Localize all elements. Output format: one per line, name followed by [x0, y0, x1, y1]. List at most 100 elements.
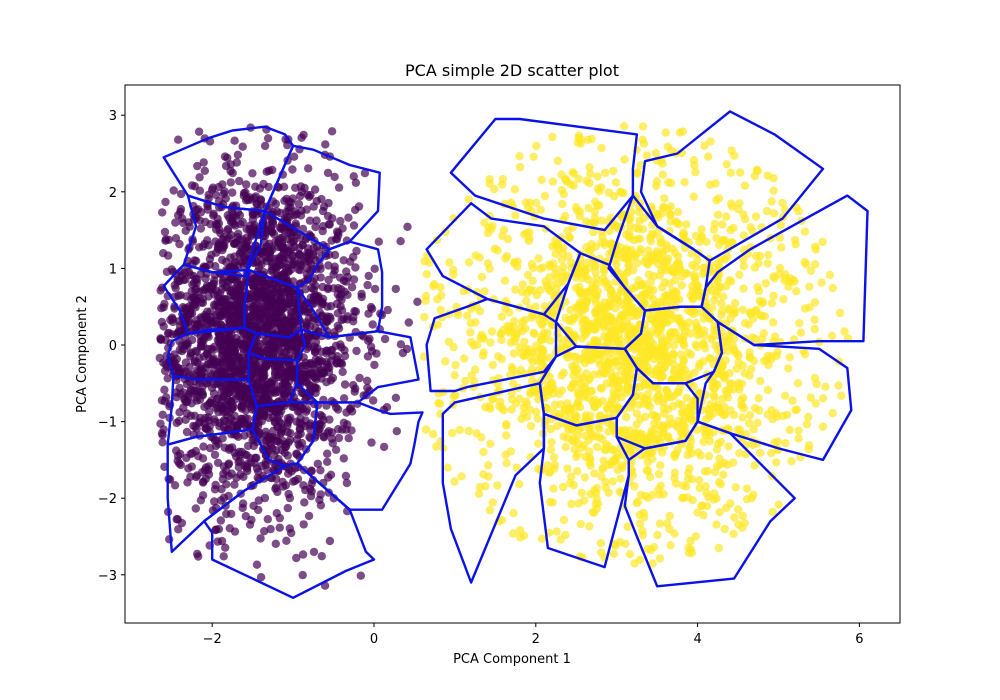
scatter-point	[319, 433, 329, 442]
scatter-point	[804, 441, 814, 450]
scatter-point	[502, 252, 512, 261]
scatter-point	[576, 519, 585, 529]
scatter-point	[591, 197, 600, 206]
scatter-point	[349, 275, 359, 284]
scatter-point	[510, 317, 519, 326]
scatter-point	[509, 508, 518, 518]
scatter-point	[812, 379, 821, 389]
scatter-point	[638, 531, 647, 540]
scatter-point	[735, 425, 745, 434]
scatter-point	[566, 478, 575, 488]
scatter-point	[577, 488, 586, 498]
scatter-point	[700, 467, 710, 476]
scatter-point	[218, 404, 227, 413]
scatter-point	[794, 206, 803, 216]
scatter-point	[547, 280, 556, 290]
scatter-point	[254, 294, 263, 304]
scatter-point	[329, 270, 338, 279]
scatter-point	[613, 465, 622, 475]
scatter-point	[561, 442, 570, 452]
scatter-point	[573, 399, 582, 408]
scatter-point	[285, 376, 294, 386]
scatter-point	[396, 340, 406, 349]
scatter-point	[484, 461, 493, 470]
scatter-point	[767, 299, 777, 308]
scatter-point	[518, 287, 527, 297]
scatter-point	[527, 365, 536, 374]
scatter-point	[317, 300, 326, 309]
scatter-point	[528, 276, 537, 286]
x-tick-label: 6	[855, 632, 863, 647]
scatter-point	[627, 207, 636, 216]
scatter-point	[323, 211, 333, 221]
scatter-point	[715, 454, 724, 463]
scatter-point	[660, 194, 669, 203]
scatter-point	[290, 464, 300, 473]
scatter-point	[700, 141, 709, 150]
scatter-point	[175, 459, 184, 468]
scatter-point	[158, 438, 167, 447]
scatter-point	[573, 467, 582, 476]
scatter-point	[805, 282, 814, 291]
scatter-point	[530, 384, 539, 393]
scatter-point	[451, 360, 460, 370]
scatter-point	[308, 316, 318, 325]
scatter-point	[191, 504, 200, 513]
scatter-point	[776, 220, 785, 230]
scatter-point	[714, 478, 724, 487]
scatter-point	[769, 291, 778, 301]
scatter-point	[155, 353, 164, 363]
scatter-point	[702, 237, 711, 246]
scatter-point	[750, 263, 759, 272]
scatter-point	[469, 341, 478, 350]
scatter-point	[241, 421, 250, 430]
scatter-point	[315, 355, 324, 364]
scatter-point	[696, 451, 705, 460]
scatter-point	[693, 342, 702, 352]
scatter-point	[653, 530, 662, 540]
y-tick-label: −2	[98, 492, 117, 507]
scatter-point	[746, 223, 755, 232]
scatter-point	[191, 285, 200, 295]
scatter-point	[738, 511, 747, 520]
scatter-point	[767, 352, 776, 361]
scatter-point	[215, 418, 224, 427]
scatter-point	[736, 168, 745, 177]
scatter-point	[566, 405, 576, 414]
scatter-point	[283, 503, 292, 513]
scatter-point	[225, 524, 234, 533]
scatter-point	[305, 249, 314, 258]
scatter-point	[253, 422, 263, 431]
scatter-point	[511, 399, 521, 408]
scatter-point	[626, 214, 635, 223]
scatter-point	[223, 226, 232, 235]
scatter-point	[638, 122, 648, 131]
scatter-point	[510, 185, 520, 194]
scatter-point	[583, 294, 592, 304]
scatter-point	[241, 512, 250, 521]
scatter-point	[254, 496, 263, 505]
scatter-point	[599, 303, 608, 312]
scatter-point	[299, 130, 308, 140]
scatter-point	[679, 339, 688, 348]
scatter-point	[678, 481, 688, 490]
scatter-point	[665, 330, 675, 339]
scatter-point	[342, 277, 351, 286]
scatter-point	[646, 314, 655, 324]
scatter-point	[588, 280, 597, 290]
scatter-point	[601, 168, 610, 178]
scatter-point	[461, 376, 470, 386]
scatter-point	[710, 393, 719, 402]
scatter-point	[745, 419, 754, 428]
scatter-point	[487, 327, 497, 336]
scatter-point	[506, 198, 516, 207]
scatter-point	[293, 407, 303, 416]
scatter-point	[591, 242, 601, 251]
cluster-region-outline	[295, 328, 420, 404]
scatter-point	[739, 284, 748, 293]
scatter-point	[449, 265, 458, 274]
scatter-point	[811, 245, 820, 254]
scatter-point	[469, 377, 479, 386]
scatter-point	[288, 165, 297, 174]
scatter-point	[635, 555, 645, 564]
